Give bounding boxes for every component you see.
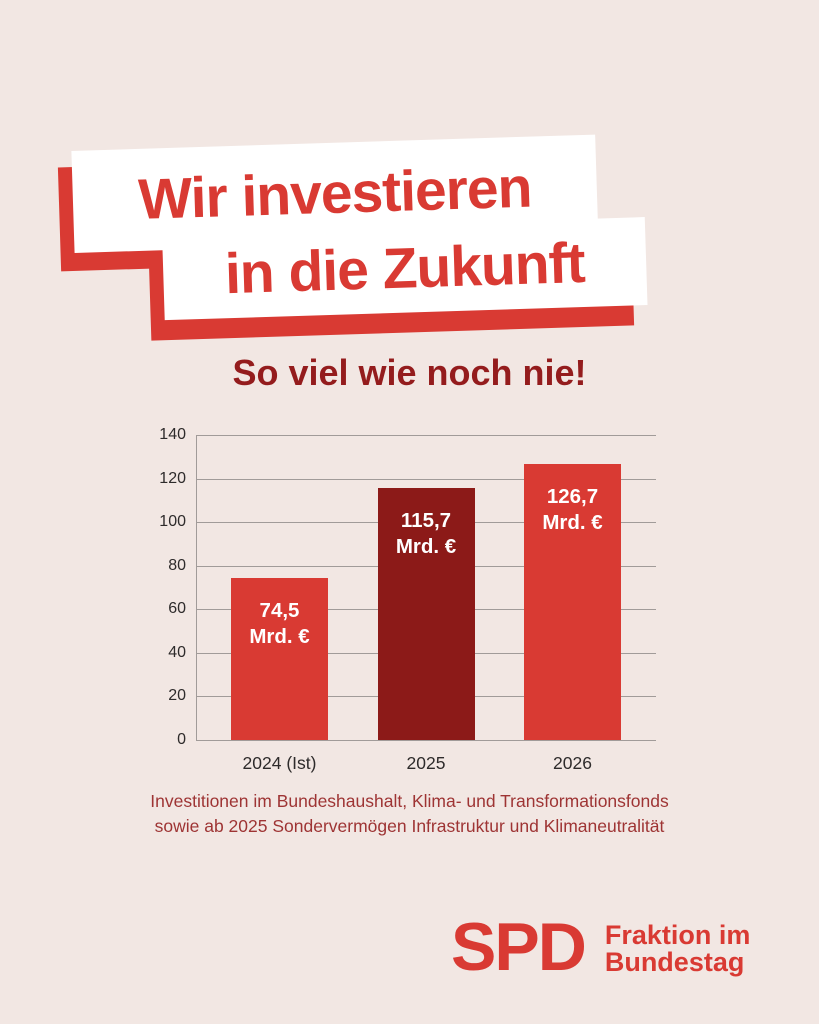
spd-wordmark: SPD	[451, 909, 587, 985]
logo-text-line2: Bundestag	[604, 947, 745, 977]
y-tick-label-0: 0	[177, 731, 186, 748]
bar-2026: 126,7 Mrd. €	[524, 463, 621, 740]
y-tick-label-60: 60	[168, 600, 186, 618]
x-tick-label-2024 (Ist): 2024 (Ist)	[242, 753, 317, 773]
chart-subtitle: So viel wie noch nie!	[232, 352, 587, 393]
y-tick-label-120: 120	[159, 469, 186, 487]
caption-line1: Investitionen im Bundeshaushalt, Klima- …	[150, 791, 669, 811]
caption-line2: sowie ab 2025 Sondervermögen Infrastrukt…	[154, 816, 665, 836]
y-tick-label-20: 20	[168, 687, 186, 705]
bar-2025: 115,7 Mrd. €	[377, 487, 475, 740]
headline-line2: in die Zukunft	[224, 230, 586, 307]
spd-logo: SPD Fraktion im Bundestag	[451, 909, 751, 985]
bar-chart: 0 20 40 60 80 100 120 140 74,5 Mrd. € 2024 (Ist) 11…	[159, 426, 656, 773]
bar-value-label: 115,7 Mrd. €	[395, 508, 457, 558]
y-axis-line	[196, 435, 197, 740]
bar-2024 (Ist): 74,5 Mrd. €	[231, 577, 328, 740]
spd-logo-text: Fraktion im Bundestag	[605, 922, 751, 976]
gridline-120	[196, 478, 656, 480]
y-tick-label-140: 140	[159, 426, 186, 443]
chart-caption: Investitionen im Bundeshaushalt, Klima- …	[0, 789, 819, 839]
bar-value-label: 126,7 Mrd. €	[542, 484, 603, 534]
logo-text-line1: Fraktion im	[604, 920, 751, 950]
headline-line1: Wir investieren	[137, 155, 533, 232]
bar-value-label: 74,5 Mrd. €	[249, 598, 310, 648]
x-tick-label-2026: 2026	[553, 753, 592, 773]
headline-box-bottom: in die Zukunft	[161, 217, 648, 321]
gridline-0	[196, 740, 656, 741]
headline: Wir investieren in die Zukunft	[0, 0, 819, 371]
y-tick-label-80: 80	[168, 556, 186, 574]
y-tick-label-100: 100	[159, 513, 186, 531]
gridline-140	[196, 435, 656, 436]
y-tick-label-40: 40	[168, 643, 186, 661]
x-tick-label-2025: 2025	[406, 753, 446, 773]
